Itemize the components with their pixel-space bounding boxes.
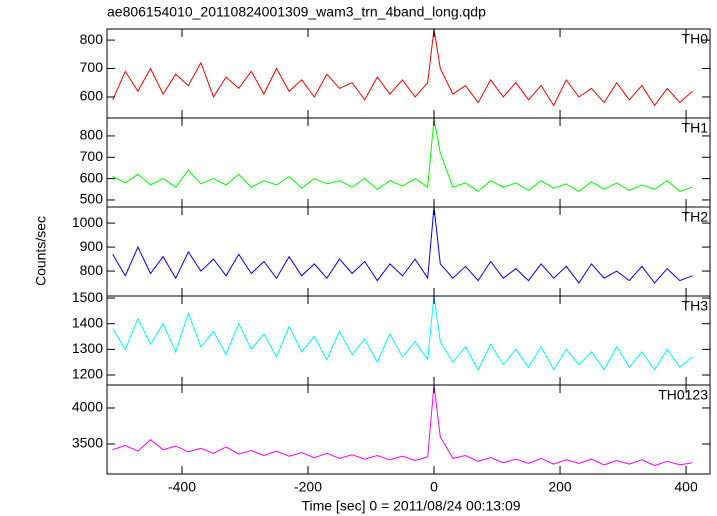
y-tick-label: 800 bbox=[80, 31, 104, 47]
panel-frame bbox=[106, 384, 711, 475]
x-tick-label: 0 bbox=[430, 479, 438, 495]
x-tick-label: 400 bbox=[674, 479, 698, 495]
panel-label: TH0123 bbox=[658, 387, 708, 403]
data-line bbox=[112, 206, 693, 284]
chart-title: ae806154010_20110824001309_wam3_trn_4ban… bbox=[107, 4, 486, 20]
y-tick-label: 4000 bbox=[72, 399, 103, 415]
y-tick-label: 3500 bbox=[72, 435, 103, 451]
y-tick-label: 1400 bbox=[72, 314, 103, 330]
x-tick-label: -200 bbox=[294, 479, 322, 495]
data-line bbox=[112, 295, 693, 371]
y-tick-label: 1300 bbox=[72, 340, 103, 356]
data-line bbox=[112, 118, 693, 193]
y-tick-label: 1200 bbox=[72, 366, 103, 382]
y-tick-label: 800 bbox=[80, 127, 104, 143]
panel-label: TH1 bbox=[682, 120, 709, 136]
x-tick-label: -400 bbox=[168, 479, 196, 495]
y-tick-label: 800 bbox=[80, 262, 104, 278]
y-tick-label: 1000 bbox=[72, 214, 103, 230]
y-axis-label: Counts/sec bbox=[33, 216, 49, 286]
y-tick-label: 700 bbox=[80, 148, 104, 164]
y-tick-label: 600 bbox=[80, 169, 104, 185]
data-line bbox=[112, 28, 693, 107]
y-tick-label: 700 bbox=[80, 59, 104, 75]
y-tick-label: 1500 bbox=[72, 289, 103, 305]
y-tick-label: 600 bbox=[80, 88, 104, 104]
y-tick-label: 900 bbox=[80, 238, 104, 254]
data-line bbox=[112, 384, 693, 467]
panel-label: TH0 bbox=[682, 31, 709, 47]
panel-label: TH2 bbox=[682, 209, 709, 225]
y-tick-label: 500 bbox=[80, 191, 104, 207]
x-axis-label: Time [sec] 0 = 2011/08/24 00:13:09 bbox=[301, 498, 520, 514]
panel-label: TH3 bbox=[682, 298, 709, 314]
x-tick-label: 200 bbox=[548, 479, 572, 495]
